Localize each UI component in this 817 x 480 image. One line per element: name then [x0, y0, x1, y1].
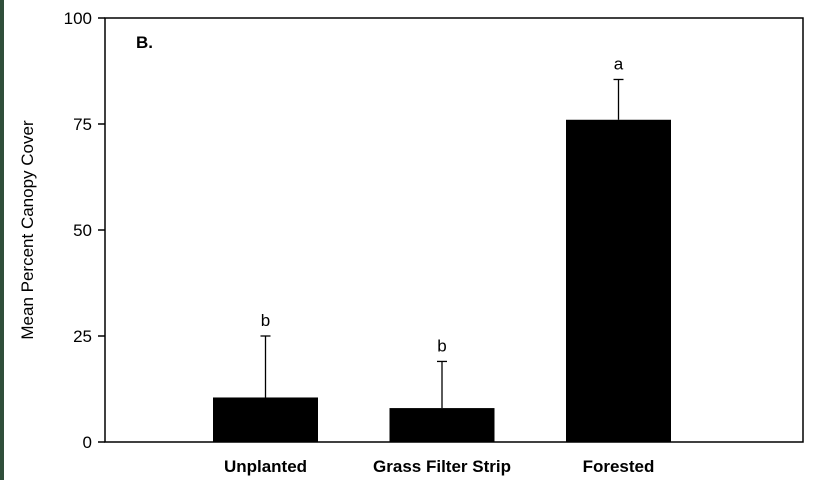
y-axis-title: Mean Percent Canopy Cover	[18, 120, 37, 340]
error-bars	[260, 78, 624, 409]
x-category-label: Unplanted	[224, 457, 307, 476]
significance-letter: b	[437, 336, 446, 355]
bar	[213, 397, 318, 442]
plot-frame	[104, 17, 804, 443]
left-edge-strip	[0, 0, 4, 480]
x-axis-category-labels: Unplanted Grass Filter Strip Forested	[224, 457, 654, 476]
bar	[566, 119, 671, 442]
bar	[389, 408, 495, 442]
panel-label: B.	[136, 33, 153, 52]
y-tick-label: 75	[73, 115, 92, 134]
significance-letter: b	[261, 311, 270, 330]
x-category-label: Grass Filter Strip	[373, 457, 511, 476]
y-tick-label: 25	[73, 327, 92, 346]
y-tick-label: 50	[73, 221, 92, 240]
y-tick-label: 100	[64, 9, 92, 28]
y-tick-label: 0	[83, 433, 92, 452]
y-axis-ticks: 0 25 50 75 100	[64, 9, 105, 452]
significance-letters: b b a	[261, 54, 624, 355]
significance-letter: a	[614, 54, 624, 73]
x-category-label: Forested	[583, 457, 655, 476]
bars	[213, 119, 671, 442]
